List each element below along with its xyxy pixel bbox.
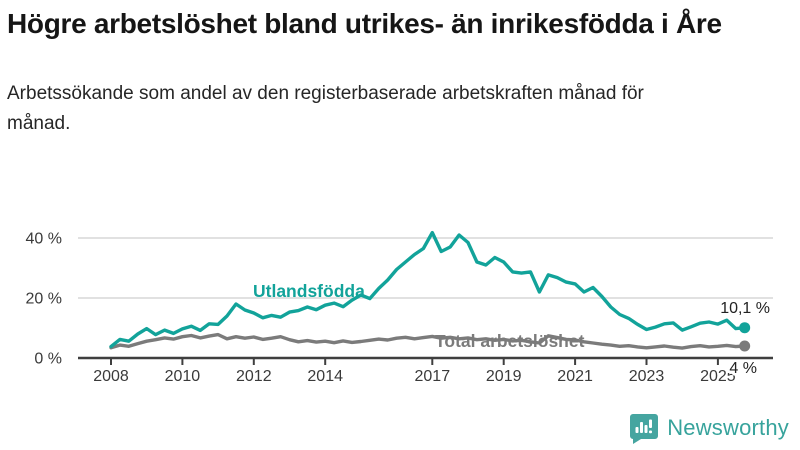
page-subtitle: Arbetssökande som andel av den registerb… [7, 83, 644, 134]
series-label: Total arbetslöshet [435, 331, 585, 351]
y-axis-tick-label: 20 % [26, 291, 62, 308]
series-line [109, 332, 747, 350]
series-label: Utlandsfödda [253, 281, 365, 301]
exclamation-bar [649, 419, 653, 428]
speech-bubble-shape [630, 414, 659, 444]
x-axis-tick-label: 2025 [700, 368, 736, 385]
y-axis-tick-label: 40 % [26, 231, 62, 248]
series-end-value-label: 10,1 % [720, 300, 770, 317]
x-axis-tick-label: 2008 [93, 368, 129, 385]
chart-header: Högre arbetslöshet bland utrikes- än inr… [7, 4, 795, 138]
page-title: Högre arbetslöshet bland utrikes- än inr… [7, 8, 722, 39]
series-labels: Total arbetslöshet Utlandsfödda [253, 281, 585, 351]
exclamation-dot [649, 430, 653, 434]
series-line [109, 230, 747, 349]
gridlines [78, 237, 773, 299]
x-axis [78, 356, 773, 365]
newsworthy-logo-icon [630, 414, 659, 444]
series-end-value-label: 4 % [729, 360, 757, 377]
x-axis-tick-label: 2012 [236, 368, 272, 385]
x-axis-tick-label: 2019 [486, 368, 522, 385]
series-lines [109, 230, 747, 350]
x-axis-tick-label: 2023 [629, 368, 665, 385]
newsworthy-logo[interactable]: Newsworthy [629, 411, 789, 444]
bar-chart-glyph [635, 419, 653, 434]
axis-tick-labels: 0 % 20 % 40 % 2008 2010 2012 2014 2017 2019 2021 2… [26, 231, 736, 386]
newsworthy-logo-text: Newsworthy [667, 414, 789, 440]
series-end-dot [739, 340, 751, 352]
x-axis-tick-label: 2021 [557, 368, 593, 385]
y-axis-tick-label: 0 % [34, 351, 62, 368]
x-axis-tick-label: 2010 [165, 368, 201, 385]
series-end-dots [739, 322, 751, 352]
x-axis-tick-label: 2017 [415, 368, 451, 385]
series-end-value-labels: 4 % 10,1 % [720, 300, 770, 380]
series-end-dot [739, 322, 751, 334]
x-axis-tick-label: 2014 [307, 368, 343, 385]
